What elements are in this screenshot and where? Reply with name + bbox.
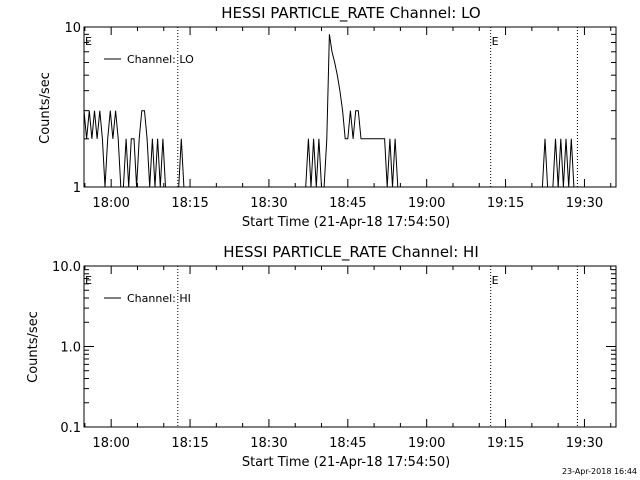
hi-x-tick-label: 18:45 (329, 436, 366, 451)
hi-y-tick-label: 0.1 (60, 421, 81, 436)
hi-x-tick-label: 18:00 (92, 436, 129, 451)
generation-timestamp: 23-Apr-2018 16:44 (562, 467, 637, 476)
hi-x-tick-label: 19:00 (408, 436, 445, 451)
lo-x-tick-label: 18:45 (329, 196, 366, 211)
lo-plot-area: 18:00 18:15 18:30 18:45 19:00 19:15 19:30 1 10 E E (64, 21, 617, 211)
lo-x-tick-label: 18:15 (171, 196, 208, 211)
hi-y-tick-label: 10.0 (52, 260, 81, 275)
hi-event-marker: E (85, 274, 92, 287)
lo-x-tick-label: 19:15 (487, 196, 524, 211)
lo-y-tick-label: 10 (64, 21, 81, 36)
hi-channel-panel: HESSI PARTICLE_RATE Channel: HI 18:00 18:… (26, 243, 617, 470)
lo-chart-title: HESSI PARTICLE_RATE Channel: LO (221, 4, 480, 23)
hi-plot-area: 18:00 18:15 18:30 18:45 19:00 19:15 19:30 0.1 1.… (52, 260, 617, 451)
lo-channel-panel: HESSI PARTICLE_RATE Channel: LO 18:00 18:… (38, 4, 617, 230)
lo-x-tick-label: 18:00 (92, 196, 129, 211)
lo-event-marker: E (85, 35, 92, 48)
hi-chart-title: HESSI PARTICLE_RATE Channel: HI (223, 243, 479, 262)
lo-event-marker: E (492, 35, 499, 48)
lo-x-tick-label: 19:30 (566, 196, 603, 211)
hi-y-tick-label: 1.0 (60, 341, 81, 356)
lo-y-axis-label: Counts/sec (38, 72, 53, 144)
hi-x-axis-label: Start Time (21-Apr-18 17:54:50) (242, 455, 450, 470)
lo-x-tick-label: 19:00 (408, 196, 445, 211)
lo-legend-label: Channel: LO (127, 53, 194, 66)
lo-series-line (83, 34, 576, 188)
hi-legend-label: Channel: HI (127, 292, 191, 305)
lo-y-tick-label: 1 (73, 181, 81, 196)
lo-x-axis-label: Start Time (21-Apr-18 17:54:50) (242, 215, 450, 230)
hi-x-tick-label: 18:30 (250, 436, 287, 451)
hi-event-marker: E (492, 274, 499, 287)
hi-x-tick-label: 19:30 (566, 436, 603, 451)
hi-x-tick-label: 19:15 (487, 436, 524, 451)
hi-y-axis-label: Counts/sec (26, 311, 41, 383)
lo-plot-frame (83, 26, 617, 188)
hi-x-tick-label: 18:15 (171, 436, 208, 451)
lo-x-tick-label: 18:30 (250, 196, 287, 211)
